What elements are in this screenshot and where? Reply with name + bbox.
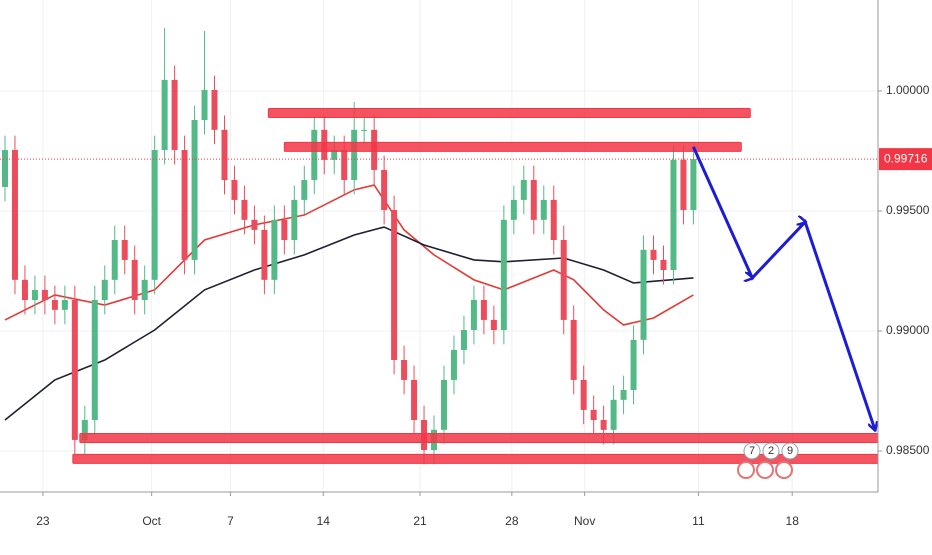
candle-body <box>500 219 507 330</box>
event-count: 7 <box>749 445 755 457</box>
level-zone <box>283 141 742 152</box>
candle-body <box>251 219 258 230</box>
event-count: 2 <box>768 445 774 457</box>
candle-body <box>460 330 467 350</box>
current-price-box <box>879 148 932 171</box>
candle-body <box>131 259 138 300</box>
candle-body <box>101 279 108 300</box>
candle-body <box>291 199 298 240</box>
candle-body <box>311 129 318 180</box>
candle-body <box>331 150 338 160</box>
candle-body <box>361 129 368 131</box>
x-tick-label: Oct <box>142 514 161 528</box>
event-badge <box>743 442 761 460</box>
y-tick-label: 0.99500 <box>886 203 930 217</box>
current-price-label: 0.99716 <box>884 151 928 165</box>
level-zone <box>267 108 751 119</box>
candle-body <box>401 360 408 380</box>
candle-body <box>640 249 647 340</box>
y-tick-label: 1.00000 <box>886 83 930 97</box>
candle-body <box>550 199 557 240</box>
candle-body <box>41 289 48 300</box>
x-tick-label: 7 <box>227 514 234 528</box>
candle-body <box>560 240 567 320</box>
x-tick-label: Nov <box>574 514 595 528</box>
candle-body <box>650 249 657 260</box>
x-tick-label: 11 <box>692 514 705 528</box>
candle-body <box>630 339 637 390</box>
candle-body <box>261 229 268 280</box>
candle-body <box>381 169 388 210</box>
event-badge <box>781 442 799 460</box>
candle-body <box>191 120 198 260</box>
event-flag <box>737 461 755 479</box>
candle-body <box>281 219 288 240</box>
candle-body <box>31 289 38 300</box>
candle-body <box>680 159 687 210</box>
candle-body <box>71 300 78 440</box>
candle-body <box>171 79 178 150</box>
x-tick-label: 18 <box>786 514 800 528</box>
candle-body <box>161 79 168 150</box>
candle-body <box>490 319 497 330</box>
candle-body <box>181 150 188 260</box>
candle-body <box>241 199 248 220</box>
x-tick-label: 21 <box>413 514 427 528</box>
event-flag <box>775 461 793 479</box>
candle-body <box>620 390 627 400</box>
candle-body <box>231 180 238 200</box>
candle-body <box>91 300 98 420</box>
candle-body <box>540 199 547 220</box>
candle-body <box>391 210 398 360</box>
candle-body <box>590 409 597 420</box>
x-tick-label: 23 <box>36 514 50 528</box>
candle-body <box>201 90 208 120</box>
candle-body <box>21 279 28 300</box>
projection-arrow <box>692 146 875 430</box>
candle-body <box>411 379 418 420</box>
candle-body <box>341 150 348 180</box>
candle-body <box>470 300 477 330</box>
candle-body <box>610 399 617 430</box>
candle-body <box>690 159 697 210</box>
y-tick-label: 0.99000 <box>886 323 930 337</box>
event-count: 9 <box>787 445 793 457</box>
candle-body <box>440 379 447 430</box>
candle-body <box>600 420 607 430</box>
candle-body <box>570 319 577 380</box>
candle-body <box>51 300 58 310</box>
candle-body <box>301 180 308 200</box>
candle-body <box>11 150 18 280</box>
candle-body <box>530 180 537 220</box>
candle-body <box>480 300 487 320</box>
candle-body <box>61 300 68 310</box>
candle-body <box>580 379 587 410</box>
candle-body <box>111 240 118 280</box>
candle-body <box>520 180 527 200</box>
x-tick-label: 14 <box>317 514 331 528</box>
candle-body <box>1 150 8 187</box>
moving-average-line <box>4 226 694 421</box>
candle-body <box>271 219 278 280</box>
candle-body <box>141 279 148 300</box>
level-zone <box>79 433 879 443</box>
candle-body <box>670 159 677 270</box>
x-tick-label: 28 <box>505 514 519 528</box>
y-tick-label: 0.98500 <box>886 443 930 457</box>
event-flag <box>756 461 774 479</box>
candle-body <box>221 129 228 180</box>
candle-body <box>121 240 128 260</box>
candle-body <box>510 199 517 220</box>
event-badge <box>762 442 780 460</box>
candle-body <box>81 420 88 440</box>
candle-body <box>351 129 358 180</box>
candle-body <box>660 259 667 270</box>
candle-body <box>211 90 218 130</box>
candle-body <box>151 150 158 280</box>
candle-body <box>450 349 457 380</box>
